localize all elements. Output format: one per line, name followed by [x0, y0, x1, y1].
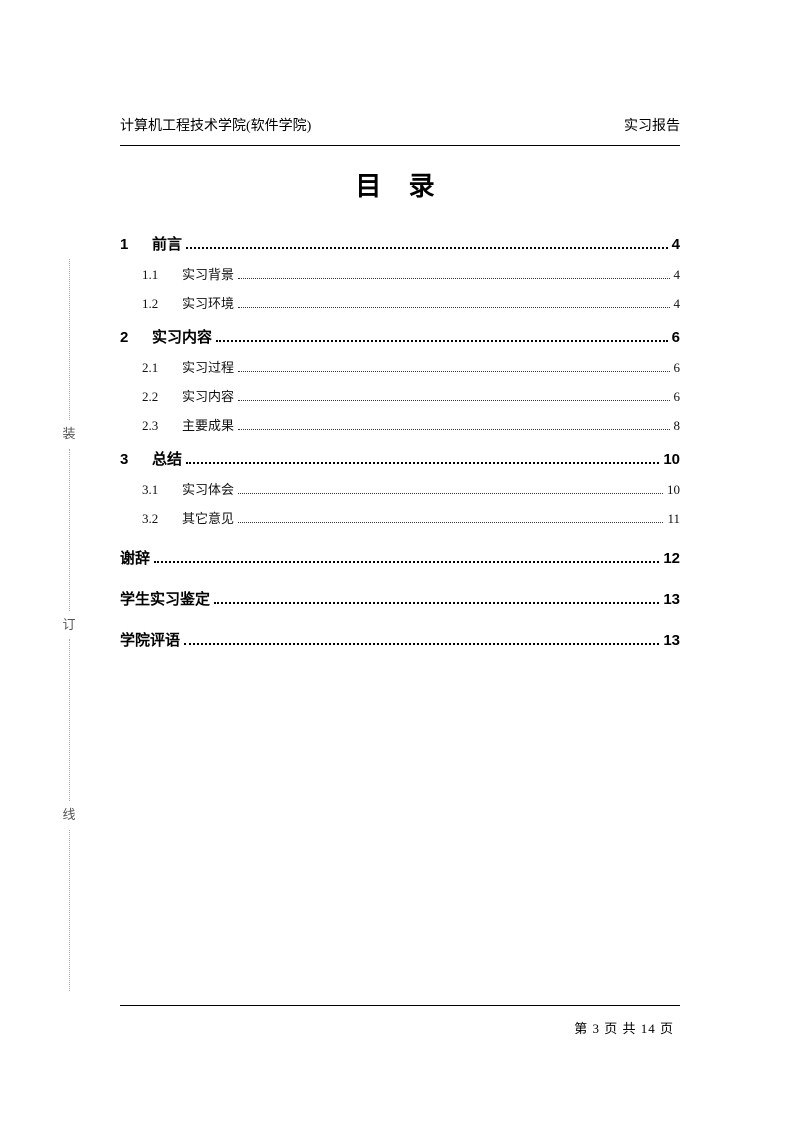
toc-leader-dots	[238, 400, 669, 401]
toc-entry-number: 3	[120, 451, 152, 468]
toc-entry: 1.2实习环境 4	[120, 293, 680, 312]
toc-entry-page: 4	[674, 267, 681, 283]
toc-entry: 2.1实习过程 6	[120, 357, 680, 376]
toc-entry-label: 前言	[152, 233, 182, 254]
toc-entry-page: 4	[672, 236, 680, 253]
toc-leader-dots	[154, 561, 659, 563]
binding-char-2: 订	[62, 615, 75, 636]
toc-leader-dots	[238, 429, 669, 430]
toc-entry-number: 3.2	[142, 511, 182, 527]
binding-margin: 装 订 线	[60, 255, 78, 995]
toc-entry-label: 实习体会	[182, 479, 234, 498]
toc-entry-number: 3.1	[142, 482, 182, 498]
toc-entry-label: 实习环境	[182, 293, 234, 312]
toc-entry: 谢辞 12	[120, 547, 680, 568]
toc-entry-page: 6	[674, 360, 681, 376]
toc-leader-dots	[238, 278, 669, 279]
toc-leader-dots	[186, 462, 659, 464]
toc-leader-dots	[214, 602, 659, 604]
toc-leader-dots	[238, 522, 663, 523]
toc-entry-page: 4	[674, 296, 681, 312]
table-of-contents: 1前言41.1实习背景41.2实习环境42实习内容62.1实习过程62.2实习内…	[120, 233, 680, 650]
page-content: 计算机工程技术学院(软件学院) 实习报告 目 录 1前言41.1实习背景41.2…	[120, 115, 680, 1015]
toc-entry: 2.2实习内容 6	[120, 386, 680, 405]
toc-entry-page: 6	[674, 389, 681, 405]
page-header: 计算机工程技术学院(软件学院) 实习报告	[120, 115, 680, 145]
toc-entry-label: 总结	[152, 448, 182, 469]
toc-entry: 1前言 4	[120, 233, 680, 254]
toc-entry-label: 主要成果	[182, 415, 234, 434]
toc-leader-dots	[238, 371, 669, 372]
toc-leader-dots	[184, 643, 659, 645]
toc-entry-number: 2.3	[142, 418, 182, 434]
toc-entry-page: 10	[667, 482, 680, 498]
binding-dots	[69, 639, 70, 800]
toc-entry: 3.2其它意见 11	[120, 508, 680, 527]
toc-entry-label: 学院评语	[120, 629, 180, 650]
toc-entry-number: 1.1	[142, 267, 182, 283]
toc-entry-label: 其它意见	[182, 508, 234, 527]
header-right: 实习报告	[624, 115, 680, 135]
toc-entry-page: 8	[674, 418, 681, 434]
toc-leader-dots	[238, 493, 663, 494]
toc-entry-number: 2.1	[142, 360, 182, 376]
header-left: 计算机工程技术学院(软件学院)	[120, 115, 311, 135]
toc-entry: 学院评语 13	[120, 629, 680, 650]
toc-entry: 3总结 10	[120, 448, 680, 469]
toc-entry: 学生实习鉴定 13	[120, 588, 680, 609]
toc-leader-dots	[186, 247, 668, 249]
toc-entry-label: 实习过程	[182, 357, 234, 376]
toc-leader-dots	[216, 340, 668, 342]
toc-entry-label: 实习内容	[152, 326, 212, 347]
toc-entry-page: 10	[663, 451, 680, 468]
toc-entry: 2.3主要成果 8	[120, 415, 680, 434]
binding-dots	[69, 449, 70, 610]
toc-entry-page: 11	[667, 511, 680, 527]
toc-leader-dots	[238, 307, 669, 308]
binding-dots	[69, 830, 70, 991]
binding-char-3: 线	[62, 805, 75, 826]
toc-entry-number: 1	[120, 236, 152, 253]
footer-pagination: 第 3 页 共 14 页	[120, 1018, 680, 1037]
toc-entry-page: 13	[663, 632, 680, 649]
toc-title: 目 录	[120, 166, 680, 203]
toc-entry-page: 12	[663, 550, 680, 567]
toc-entry-page: 13	[663, 591, 680, 608]
header-rule	[120, 145, 680, 146]
toc-entry: 1.1实习背景 4	[120, 264, 680, 283]
toc-entry: 2实习内容 6	[120, 326, 680, 347]
toc-entry-label: 谢辞	[120, 547, 150, 568]
toc-entry-label: 实习内容	[182, 386, 234, 405]
toc-entry-number: 1.2	[142, 296, 182, 312]
binding-char-1: 装	[62, 424, 75, 445]
toc-entry-label: 实习背景	[182, 264, 234, 283]
toc-entry-page: 6	[672, 329, 680, 346]
footer-rule	[120, 1005, 680, 1006]
toc-entry: 3.1实习体会 10	[120, 479, 680, 498]
toc-entry-label: 学生实习鉴定	[120, 588, 210, 609]
binding-dots	[69, 259, 70, 420]
toc-entry-number: 2	[120, 329, 152, 346]
toc-entry-number: 2.2	[142, 389, 182, 405]
